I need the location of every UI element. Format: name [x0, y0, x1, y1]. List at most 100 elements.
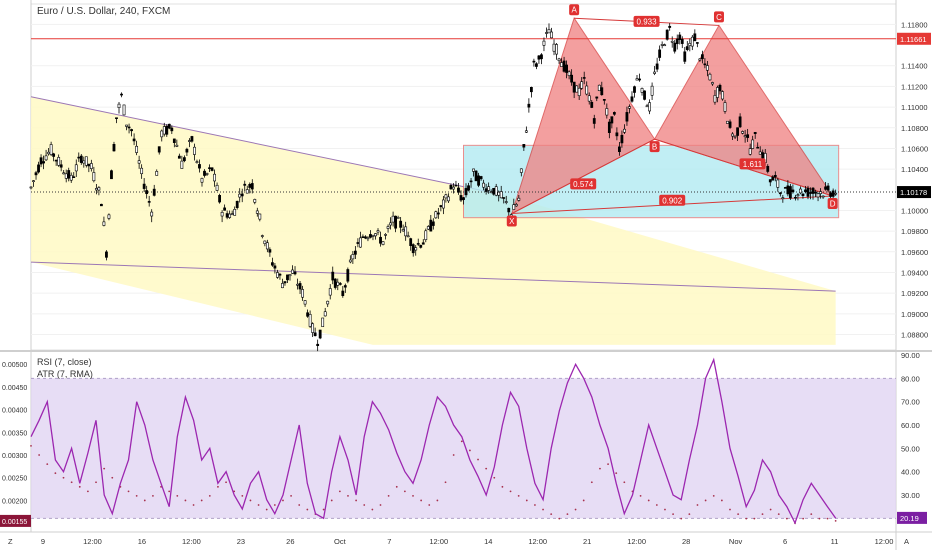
atr-point	[265, 508, 268, 511]
atr-axis-tick: 0.00300	[2, 453, 27, 460]
candle-body	[230, 213, 234, 215]
candle-body	[633, 86, 636, 93]
candle-body	[653, 71, 657, 74]
rsi-axis-tick: 90.00	[901, 351, 920, 360]
atr-point	[176, 495, 179, 497]
atr-point	[363, 504, 366, 506]
time-axis-tick: 12:00	[875, 537, 894, 546]
candle-body	[590, 101, 594, 108]
atr-point	[558, 517, 561, 520]
price-axis-tick: 1.10400	[901, 165, 928, 174]
atr-point	[355, 499, 358, 502]
candle-body	[343, 285, 347, 288]
candle-body	[200, 178, 204, 183]
candle-body	[424, 230, 428, 240]
candle-body	[429, 219, 433, 232]
candle-body	[102, 221, 106, 226]
candle-body	[233, 209, 237, 216]
atr-point	[460, 440, 463, 443]
atr-point	[192, 504, 195, 506]
candle-body	[592, 118, 596, 124]
atr-point	[371, 508, 374, 511]
candle-body	[369, 234, 372, 238]
candle-body	[306, 312, 309, 317]
candle-body	[34, 172, 38, 176]
candle-body	[776, 179, 780, 188]
harmonic-xb-line	[511, 138, 655, 215]
candle-body	[577, 87, 581, 96]
candle-body	[374, 233, 377, 237]
time-axis-tick: 12:00	[627, 537, 646, 546]
candle-body	[464, 188, 468, 196]
atr-point	[525, 499, 528, 502]
candle-body	[359, 237, 362, 248]
channel-upper-line	[30, 96, 504, 196]
atr-point	[46, 463, 49, 465]
candle-body	[384, 234, 387, 236]
candle-body	[243, 183, 247, 186]
atr-point	[704, 499, 707, 502]
atr-point	[696, 504, 699, 506]
candle-body	[668, 25, 672, 28]
candle-body	[459, 195, 463, 201]
price-axis-tick: 1.09200	[901, 289, 928, 298]
candle-body	[711, 82, 714, 85]
candle-body	[205, 173, 209, 175]
candle-body	[396, 217, 400, 219]
candle-body	[472, 168, 475, 172]
candle-body	[245, 189, 249, 194]
atr-point	[208, 495, 211, 497]
candle-body	[670, 40, 674, 43]
candle-body	[768, 179, 772, 183]
candle-body	[228, 213, 232, 218]
candle-body	[708, 73, 712, 81]
atr-point	[599, 467, 601, 470]
price-axis-tick: 1.11400	[901, 62, 928, 71]
rsi-last-label: 20.19	[900, 514, 919, 523]
price-axis-tick: 1.10000	[901, 206, 928, 215]
price-axis-tick: 1.10600	[901, 144, 928, 153]
candle-body	[436, 212, 440, 215]
candle-body	[529, 86, 533, 93]
candle-body	[434, 211, 438, 219]
candle-body	[195, 161, 199, 163]
candle-body	[706, 65, 709, 71]
candle-body	[54, 159, 58, 162]
candle-body	[540, 54, 543, 60]
candle-body	[834, 192, 838, 195]
candle-body	[62, 172, 66, 175]
candle-body	[814, 191, 817, 194]
price-axis-tick: 1.09400	[901, 268, 928, 277]
candle-body	[353, 250, 357, 255]
candle-body	[731, 133, 734, 137]
candle-body	[248, 183, 252, 188]
candle-body	[766, 165, 770, 172]
candle-body	[783, 187, 787, 189]
time-axis-tick: Nov	[729, 537, 743, 546]
time-axis-tick: 28	[682, 537, 690, 546]
candle-body	[673, 42, 677, 52]
candle-body	[276, 272, 279, 278]
candle-body	[773, 174, 777, 178]
atr-point	[582, 499, 585, 502]
atr-last-label: 0.00155	[2, 519, 27, 526]
candle-body	[695, 42, 699, 44]
atr-point	[785, 517, 788, 520]
candle-body	[215, 184, 219, 191]
candle-body	[298, 283, 302, 290]
atr-point	[623, 481, 626, 484]
atr-point	[135, 495, 138, 497]
candle-body	[778, 192, 782, 195]
candle-body	[532, 60, 536, 63]
candle-body	[273, 265, 277, 269]
atr-point	[111, 476, 114, 479]
candle-body	[796, 194, 800, 196]
candle-body	[824, 186, 827, 190]
candle-body	[120, 93, 123, 96]
atr-point	[810, 513, 813, 515]
candle-body	[502, 197, 506, 199]
candle-body	[338, 283, 342, 285]
atr-point	[403, 490, 406, 493]
